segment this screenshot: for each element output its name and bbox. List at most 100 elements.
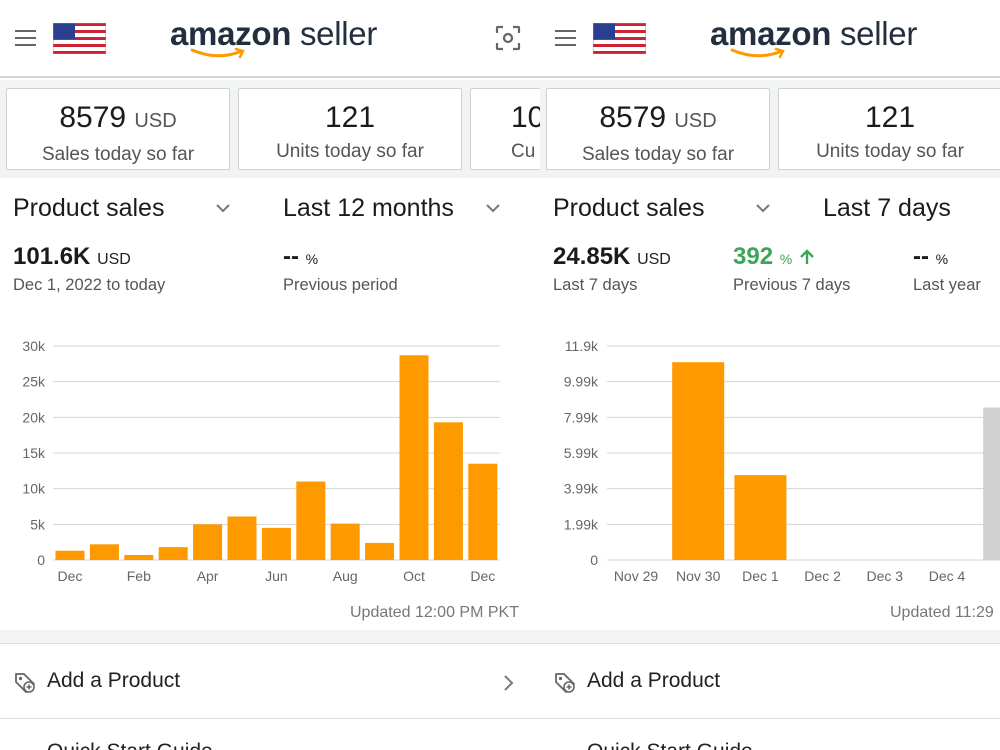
- x-tick-label: Dec: [58, 568, 83, 584]
- add-product-item[interactable]: Add a Product: [540, 645, 1000, 719]
- left-screen: amazon seller 8579 USD Sales today so fa…: [0, 0, 540, 750]
- x-tick-label: Jun: [265, 568, 288, 584]
- section-divider: [540, 630, 1000, 644]
- x-tick-label: Oct: [403, 568, 425, 584]
- amazon-smile-icon: [190, 47, 245, 59]
- y-tick-label: 3.99k: [564, 481, 599, 497]
- app-header: amazon seller: [0, 0, 540, 78]
- scan-icon[interactable]: [495, 25, 521, 51]
- quick-start-item[interactable]: Quick Start Guide: [0, 720, 540, 750]
- metric-card-units[interactable]: 121 Units today so far: [778, 88, 1000, 170]
- add-product-label: Add a Product: [587, 669, 721, 692]
- chevron-down-icon[interactable]: [755, 200, 771, 216]
- quick-start-label: Quick Start Guide: [47, 740, 213, 750]
- y-tick-label: 5k: [30, 516, 46, 532]
- menu-icon[interactable]: [15, 30, 37, 46]
- metric-value: 8579: [599, 101, 667, 134]
- amazon-seller-logo: amazon seller: [710, 14, 950, 64]
- metrics-row: 8579 USD Sales today so far 121 Units to…: [540, 80, 1000, 178]
- updated-timestamp: Updated 11:29: [890, 604, 994, 621]
- tag-icon: [555, 673, 575, 693]
- bar: [468, 463, 498, 560]
- total-sales-value: 24.85K USD: [553, 243, 671, 270]
- metrics-row: 8579 USD Sales today so far 121 Units to…: [0, 80, 540, 178]
- y-tick-label: 7.99k: [564, 409, 599, 425]
- x-tick-label: Dec 1: [742, 568, 779, 584]
- metric-card-units[interactable]: 121 Units today so far: [238, 88, 462, 170]
- arrow-up-icon: [799, 249, 814, 264]
- metric-card-partial[interactable]: 10 Cu: [470, 88, 540, 170]
- metric-label: Units today so far: [276, 141, 424, 162]
- sales-bar-chart: 0 5k 10k 15k 20k 25k 30k Dec Feb Apr Jun Aug Oct Dec: [22, 338, 500, 584]
- total-sales-range: Last 7 days: [553, 276, 638, 294]
- us-flag-icon[interactable]: [53, 23, 106, 54]
- x-tick-label: Apr: [197, 568, 219, 584]
- metric-unit: USD: [674, 110, 717, 132]
- bar: [227, 516, 257, 560]
- bar: [672, 362, 725, 560]
- x-tick-label: Aug: [333, 568, 358, 584]
- metric-card-sales[interactable]: 8579 USD Sales today so far: [6, 88, 230, 170]
- x-tick-label: Dec 3: [867, 568, 904, 584]
- y-tick-label: 10k: [22, 481, 46, 497]
- y-tick-label: 0: [37, 552, 45, 568]
- change-label: Previous 7 days: [733, 276, 851, 294]
- metric-card-sales[interactable]: 8579 USD Sales today so far: [546, 88, 770, 170]
- section-divider: [0, 630, 540, 644]
- change-label: Previous period: [283, 276, 398, 294]
- bar: [124, 555, 154, 560]
- bar: [193, 524, 223, 560]
- sales-bar-chart: 0 1.99k 3.99k 5.99k 7.99k 9.99k 11.9k Nov 29 Nov…: [564, 338, 1000, 584]
- bar: [983, 407, 1000, 560]
- metric-dropdown[interactable]: Product sales: [553, 194, 705, 222]
- x-tick-label: Dec 2: [804, 568, 841, 584]
- quick-start-label: Quick Start Guide: [587, 740, 753, 750]
- chevron-down-icon[interactable]: [215, 200, 231, 216]
- amazon-smile-icon: [730, 47, 785, 59]
- chevron-right-icon: [504, 675, 514, 691]
- bar: [55, 550, 85, 560]
- amazon-seller-logo: amazon seller: [170, 14, 410, 64]
- metric-label: Units today so far: [816, 141, 964, 162]
- x-tick-label: Nov 30: [676, 568, 721, 584]
- y-tick-label: 30k: [22, 338, 46, 354]
- metric-value: 121: [324, 101, 376, 134]
- add-product-item[interactable]: Add a Product: [0, 645, 540, 719]
- x-tick-label: Dec 4: [929, 568, 966, 584]
- bar: [433, 422, 463, 560]
- x-tick-label: Nov 29: [614, 568, 659, 584]
- change-value: -- %: [283, 243, 319, 270]
- period-dropdown[interactable]: Last 12 months: [283, 194, 454, 222]
- metric-value: 10: [511, 101, 540, 134]
- quick-start-item[interactable]: Quick Start Guide: [540, 720, 1000, 750]
- y-tick-label: 9.99k: [564, 374, 599, 390]
- y-tick-label: 15k: [22, 445, 46, 461]
- tag-icon: [15, 673, 35, 693]
- app-header: amazon seller: [540, 0, 1000, 78]
- right-screen: amazon seller 8579 USD Sales today so fa…: [540, 0, 1000, 750]
- bar: [330, 523, 360, 560]
- x-tick-label: Feb: [127, 568, 151, 584]
- bar: [89, 544, 119, 560]
- add-product-label: Add a Product: [47, 669, 181, 692]
- metric-dropdown[interactable]: Product sales: [13, 194, 165, 222]
- chevron-down-icon[interactable]: [485, 200, 501, 216]
- total-sales-value: 101.6K USD: [13, 243, 131, 270]
- metric-label: Sales today so far: [41, 144, 195, 165]
- us-flag-icon[interactable]: [593, 23, 646, 54]
- bar: [296, 481, 326, 560]
- metric-unit: USD: [134, 110, 177, 132]
- period-dropdown[interactable]: Last 7 days: [823, 194, 951, 222]
- last-year-label: Last year: [913, 276, 981, 294]
- bar: [158, 547, 188, 560]
- total-sales-range: Dec 1, 2022 to today: [13, 276, 166, 294]
- change-value: 392 %: [733, 243, 815, 273]
- metric-value: 8579: [59, 101, 127, 134]
- metric-label: Sales today so far: [581, 144, 735, 165]
- bar: [734, 475, 787, 560]
- metric-label: Cu: [511, 141, 536, 162]
- bar: [399, 355, 429, 560]
- menu-icon[interactable]: [555, 30, 577, 46]
- y-tick-label: 11.9k: [565, 338, 599, 354]
